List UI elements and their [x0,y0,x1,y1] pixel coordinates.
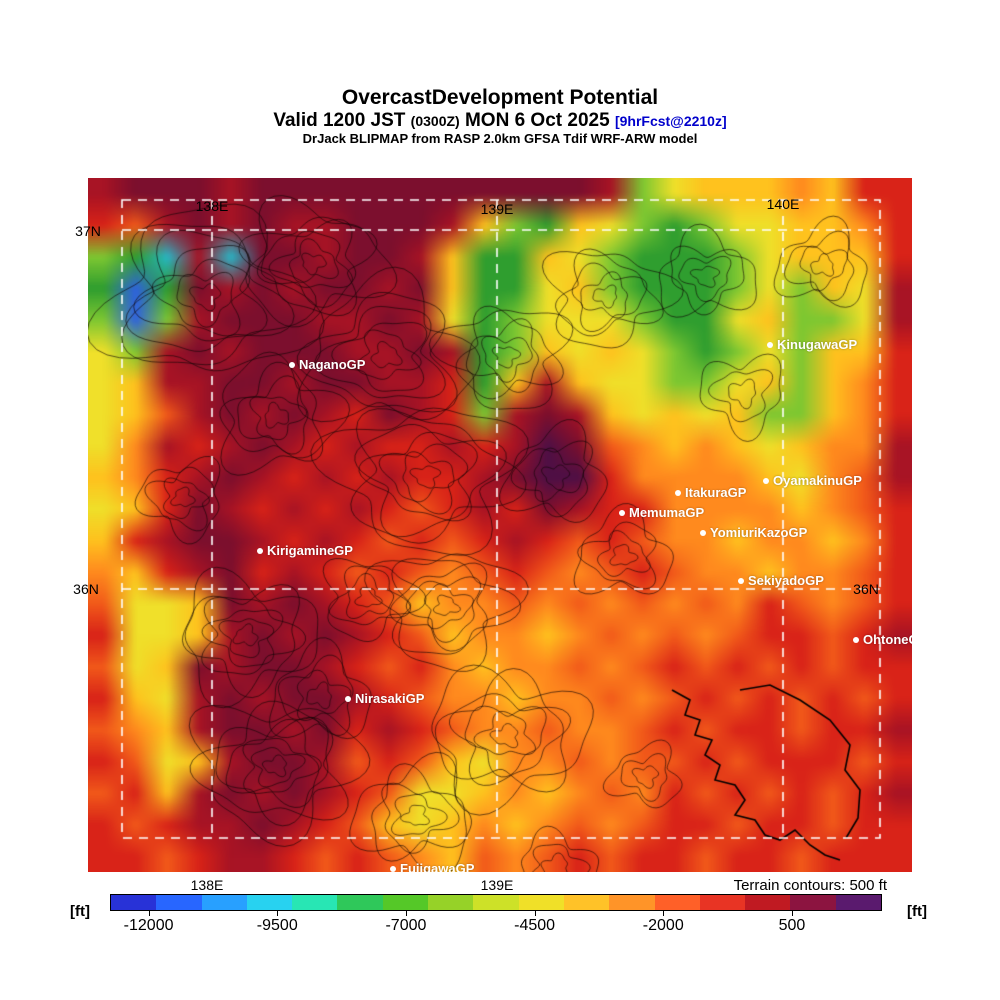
colorbar-swatch [292,895,338,910]
colorbar-swatch [745,895,791,910]
colorbar-tick-label: -4500 [514,917,556,934]
colorbar-swatch [201,895,247,910]
colorbar-swatch [790,895,836,910]
grid-label-140e: 140E [766,196,800,212]
station-YomiuriKazoGP: YomiuriKazoGP [700,525,807,541]
colorbar-tick [791,911,793,916]
colorbar-tick [405,911,407,916]
colorbar-swatch [111,895,157,910]
station-marker-dot [390,865,396,872]
station-KirigamineGP: KirigamineGP [257,543,353,559]
colorbar-unit-right: [ft] [907,903,927,920]
chart-title: OvercastDevelopment Potential [341,86,659,109]
colorbar-tick [277,911,279,916]
colorbar-tick-label: -7000 [385,917,427,934]
colorbar-swatch [835,895,882,910]
station-label: NaganoGP [299,357,366,372]
colorbar-unit-left: [ft] [70,903,90,920]
colorbar-tick-label: -12000 [123,917,174,934]
station-label: YomiuriKazoGP [710,525,808,540]
valid-time-line: Valid 1200 JST (0300Z) MON 6 Oct 2025 [9… [0,110,1000,132]
model-description-line: DrJack BLIPMAP from RASP 2.0km GFSA Tdif… [302,131,698,146]
colorbar-tick-label: 500 [778,917,806,934]
grid-label-139e: 139E [480,201,514,217]
valid-time-prefix: Valid 1200 JST [273,110,411,131]
grid-label-36n: 36N [853,581,879,597]
station-marker-dot [767,341,773,348]
grid-label-138e: 138E [190,877,224,893]
station-label: MemumaGP [629,505,705,520]
colorbar-swatch [654,895,700,910]
colorbar-swatch [156,895,202,910]
colorbar-tick-label: -9500 [256,917,298,934]
station-NaganoGP: NaganoGP [289,357,365,373]
station-label: ItakuraGP [685,485,747,500]
blipmap-field-canvas [88,178,912,872]
colorbar-tick [148,911,150,916]
grid-label-138e: 138E [195,198,229,214]
colorbar-swatch [246,895,293,910]
colorbar-swatch [337,895,383,910]
station-marker-dot [345,695,351,702]
station-KinugawaGP: KinugawaGP [767,337,857,353]
station-SekiyadoGP: SekiyadoGP [738,573,824,589]
terrain-contours-note: Terrain contours: 500 ft [733,877,887,894]
station-marker-dot [257,547,263,554]
valid-time-zulu: (0300Z) [410,113,460,129]
station-OyamakinuGP: OyamakinuGP [763,473,862,489]
colorbar-swatch [699,895,746,910]
grid-label-139e: 139E [480,877,514,893]
valid-time-date: MON 6 Oct 2025 [459,110,615,131]
colorbar-swatch [563,895,610,910]
station-label: KinugawaGP [777,337,858,352]
station-NirasakiGP: NirasakiGP [345,691,424,707]
station-marker-dot [619,509,625,516]
station-marker-dot [289,361,295,368]
station-label: NirasakiGP [355,691,425,706]
station-OhtoneGP: OhtoneGP [853,632,912,648]
station-marker-dot [675,489,681,496]
colorbar-swatch [428,895,474,910]
colorbar-tick [663,911,665,916]
colorbar-swatch [382,895,429,910]
colorbar-tick [534,911,536,916]
station-FujigawaGP: FujigawaGP [390,861,474,872]
grid-label-37n: 37N [75,223,101,239]
colorbar-swatch [518,895,564,910]
station-marker-dot [853,636,859,643]
station-label: KirigamineGP [267,543,353,558]
colorbar-swatch [473,895,519,910]
colorbar-swatch [609,895,655,910]
station-label: OyamakinuGP [773,473,862,488]
blipmap-plot-area: NaganoGP KinugawaGP OyamakinuGP ItakuraGP Me… [88,178,912,872]
station-MemumaGP: MemumaGP [619,505,704,521]
colorbar [110,894,882,911]
station-marker-dot [738,577,744,584]
colorbar-tick-label: -2000 [642,917,684,934]
grid-label-36n: 36N [73,581,99,597]
station-label: OhtoneGP [863,632,912,647]
station-marker-dot [763,477,769,484]
station-label: FujigawaGP [400,861,475,872]
station-label: SekiyadoGP [748,573,824,588]
station-marker-dot [700,529,706,536]
forecast-offset: [9hrFcst@2210z] [614,113,727,129]
station-ItakuraGP: ItakuraGP [675,485,746,501]
